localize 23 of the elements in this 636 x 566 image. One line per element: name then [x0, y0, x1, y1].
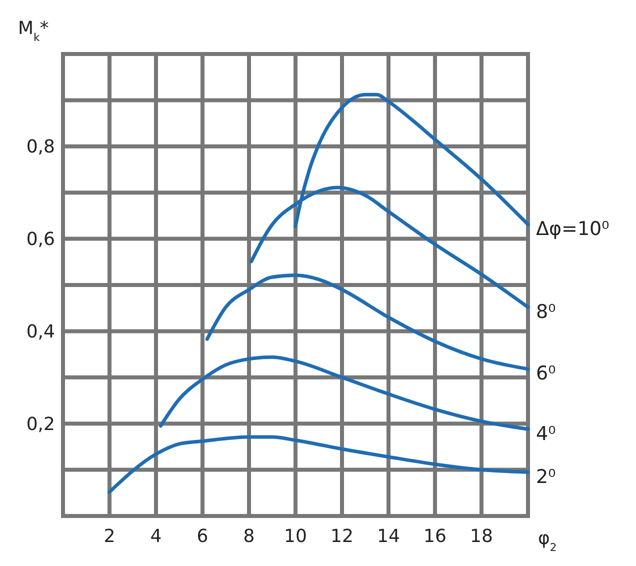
x-tick-label: 8 [243, 526, 255, 547]
x-axis-title: φ$_{2}$ [538, 528, 557, 554]
y-tick-label: 0,4 [26, 322, 55, 342]
x-tick-label: 12 [330, 526, 354, 547]
line-series [108, 435, 530, 494]
y-tick-label: 0,8 [26, 136, 55, 158]
x-tick-label: 4 [150, 526, 162, 547]
x-tick-label: 2 [104, 526, 116, 547]
x-tick-label: 18 [470, 526, 493, 547]
series-label: 4⁰ [536, 422, 556, 445]
x-tick-label: 10 [284, 526, 307, 547]
series-label: 2⁰ [536, 466, 556, 488]
y-tick-label: 0,2 [26, 414, 55, 435]
y-tick-label: 0,6 [26, 229, 55, 250]
line-series [205, 274, 530, 371]
series-label: 6⁰ [536, 362, 556, 385]
x-tick-label: 14 [377, 526, 400, 547]
y-axis-title: M$_{k}$* [18, 18, 49, 44]
series-label: 8⁰ [536, 300, 556, 323]
x-tick-label: 6 [196, 526, 208, 547]
x-tick-label: 16 [424, 526, 446, 547]
line-series [158, 355, 530, 431]
series-label: Δφ=10⁰ [536, 218, 610, 240]
